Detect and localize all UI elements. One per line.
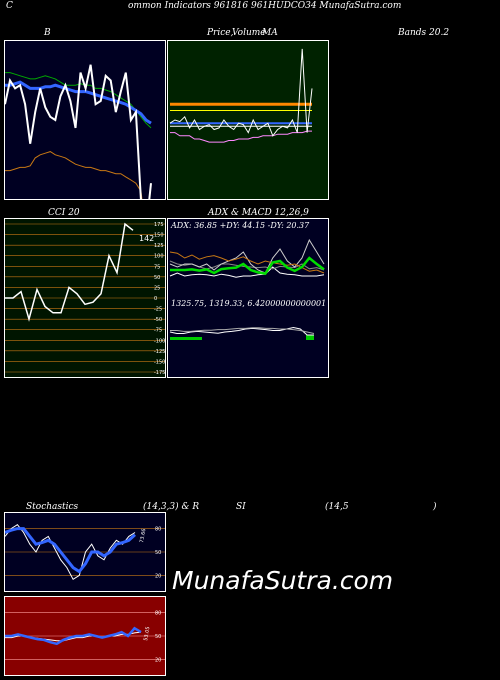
- cci-tick-label: 125: [154, 243, 164, 249]
- cci-chart: 175 150 125 100 75 50 25 0 -25 -50 -75 -100 -125 -150…: [5, 222, 165, 376]
- page-title: ommon Indicators 961816 961HUDCO34 Munaf…: [128, 1, 402, 11]
- adx-white-line: [169, 266, 325, 278]
- cci-tick-label: 75: [154, 264, 160, 270]
- header-c: C: [6, 1, 13, 11]
- adx-chart: [169, 238, 325, 340]
- rsi-tick-label: 20: [155, 657, 161, 663]
- cci-tick-label: -150: [154, 359, 165, 365]
- macd-signal-line: [170, 327, 315, 334]
- rsi-tick-label: 80: [155, 611, 161, 617]
- adx-panel: ADX: 36.85 +DY: 44.15 -DY: 20.37 1325.75…: [167, 218, 329, 378]
- price-chart: [169, 48, 313, 143]
- price-label: Price,: [207, 28, 234, 38]
- macd-line: [169, 326, 314, 336]
- stoch-label: Stochastics: [26, 502, 79, 512]
- dx-green-line: [170, 256, 325, 275]
- macd-values: 1325.75, 1319.33, 6.42000000000001: [171, 299, 327, 308]
- macd-histogram: [170, 337, 202, 340]
- bands-label: Bands 20.2: [398, 28, 450, 38]
- volume-label: Volume: [232, 28, 266, 38]
- rsi-value-label: 53.05: [143, 626, 151, 641]
- bands-label-b: B: [44, 28, 51, 38]
- stoch-tick-label: 50: [155, 550, 161, 556]
- cci-line: [5, 222, 134, 322]
- rsi-line: [5, 626, 142, 646]
- cci-label: CCI 20: [48, 208, 80, 218]
- cci-panel: 175 150 125 100 75 50 25 0 -25 -50 -75 -100 -125 -150…: [4, 218, 166, 378]
- cci-tick-label: 175: [154, 222, 164, 228]
- stoch-panel: 80 50 20 73.66: [4, 512, 166, 592]
- watermark: MunafaSutra.com: [172, 566, 394, 595]
- cci-value-label: 142: [139, 234, 154, 243]
- closing-paren: ): [433, 502, 437, 512]
- bollinger-chart: [5, 64, 152, 199]
- stoch-tick-label: 80: [155, 527, 161, 533]
- stoch-chart: 80 50 20 73.66: [5, 524, 165, 581]
- si-params: (14,5: [325, 502, 349, 512]
- price-panel: [167, 40, 329, 200]
- cci-tick-label: 100: [154, 254, 164, 260]
- upper-band-line: [5, 72, 152, 129]
- close-price-line: [5, 64, 152, 199]
- lower-band-line: [5, 151, 143, 199]
- ma-label: MA: [262, 28, 278, 38]
- bollinger-panel: [4, 40, 166, 200]
- cci-tick-label: -50: [154, 317, 162, 323]
- adx-light-line: [169, 238, 325, 274]
- cci-tick-label: 0: [154, 296, 157, 302]
- cci-tick-label: -175: [154, 370, 165, 376]
- macd-histogram-end: [306, 335, 314, 340]
- cci-tick-label: -75: [154, 328, 162, 334]
- cci-tick-label: 50: [154, 275, 160, 281]
- adx-orange-line: [169, 251, 325, 274]
- stoch-params: (14,3,3) & R: [143, 502, 200, 512]
- rsi-panel: 80 50 20 53.05: [4, 596, 166, 676]
- cci-tick-label: -100: [154, 338, 165, 344]
- cci-tick-label: -25: [154, 307, 162, 313]
- cci-tick-label: 150: [154, 233, 164, 239]
- stoch-d-line: [5, 527, 136, 574]
- ma-pink-line: [170, 130, 312, 143]
- adx-values: ADX: 36.85 +DY: 44.15 -DY: 20.37: [171, 221, 310, 230]
- rsi-chart: 80 50 20 53.05: [5, 611, 165, 663]
- stoch-tick-label: 20: [155, 573, 161, 579]
- price-line: [169, 48, 313, 137]
- stoch-k-line: [5, 524, 136, 581]
- stoch-value-label: 73.66: [139, 528, 147, 543]
- si-label: SI: [236, 502, 246, 512]
- cci-tick-label: 25: [154, 285, 160, 291]
- cci-tick-label: -125: [154, 349, 165, 355]
- rsi-tick-label: 50: [155, 634, 161, 640]
- adx-macd-label: ADX & MACD 12,26,9: [208, 208, 309, 218]
